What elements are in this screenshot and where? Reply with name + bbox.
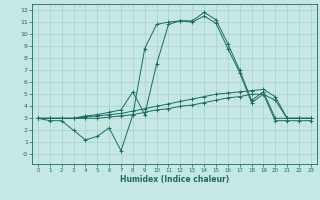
- X-axis label: Humidex (Indice chaleur): Humidex (Indice chaleur): [120, 175, 229, 184]
